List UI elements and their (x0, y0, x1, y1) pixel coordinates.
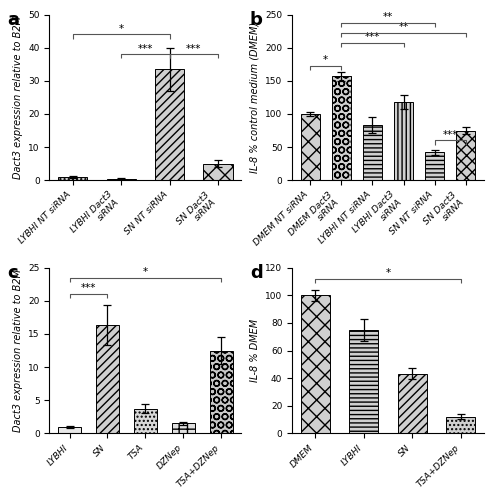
Text: *: * (119, 24, 124, 34)
Bar (446, 416, 475, 434)
Text: ***: *** (138, 44, 153, 54)
Text: ***: *** (81, 284, 96, 294)
Bar (203, 164, 233, 180)
Bar (397, 374, 427, 434)
Text: d: d (250, 264, 263, 282)
Bar (332, 76, 350, 180)
Text: *: * (386, 268, 391, 278)
Y-axis label: IL-8 % DMEM: IL-8 % DMEM (249, 319, 259, 382)
Text: ***: *** (186, 44, 201, 54)
Bar (301, 296, 330, 434)
Text: **: ** (383, 12, 393, 22)
Text: *: * (323, 56, 328, 66)
Bar (394, 102, 413, 180)
Bar (58, 177, 87, 180)
Bar (456, 130, 475, 180)
Y-axis label: Dact3 expression relative to B2M: Dact3 expression relative to B2M (13, 16, 23, 179)
Bar (106, 178, 136, 180)
Bar (349, 330, 378, 434)
Bar (172, 424, 195, 434)
Text: c: c (7, 264, 18, 282)
Bar (96, 326, 119, 434)
Bar (425, 152, 444, 180)
Text: b: b (250, 12, 263, 30)
Bar (134, 409, 157, 434)
Bar (155, 70, 184, 180)
Text: a: a (7, 12, 19, 30)
Bar (58, 426, 81, 434)
Text: ***: *** (443, 130, 458, 140)
Bar (210, 350, 233, 434)
Y-axis label: IL-8 % control medium (DMEM): IL-8 % control medium (DMEM) (249, 22, 259, 173)
Y-axis label: Dact3 expression relative to B2M: Dact3 expression relative to B2M (13, 269, 23, 432)
Text: **: ** (398, 22, 409, 32)
Text: ***: *** (365, 32, 380, 42)
Bar (301, 114, 319, 180)
Bar (363, 125, 382, 180)
Text: *: * (143, 267, 148, 277)
